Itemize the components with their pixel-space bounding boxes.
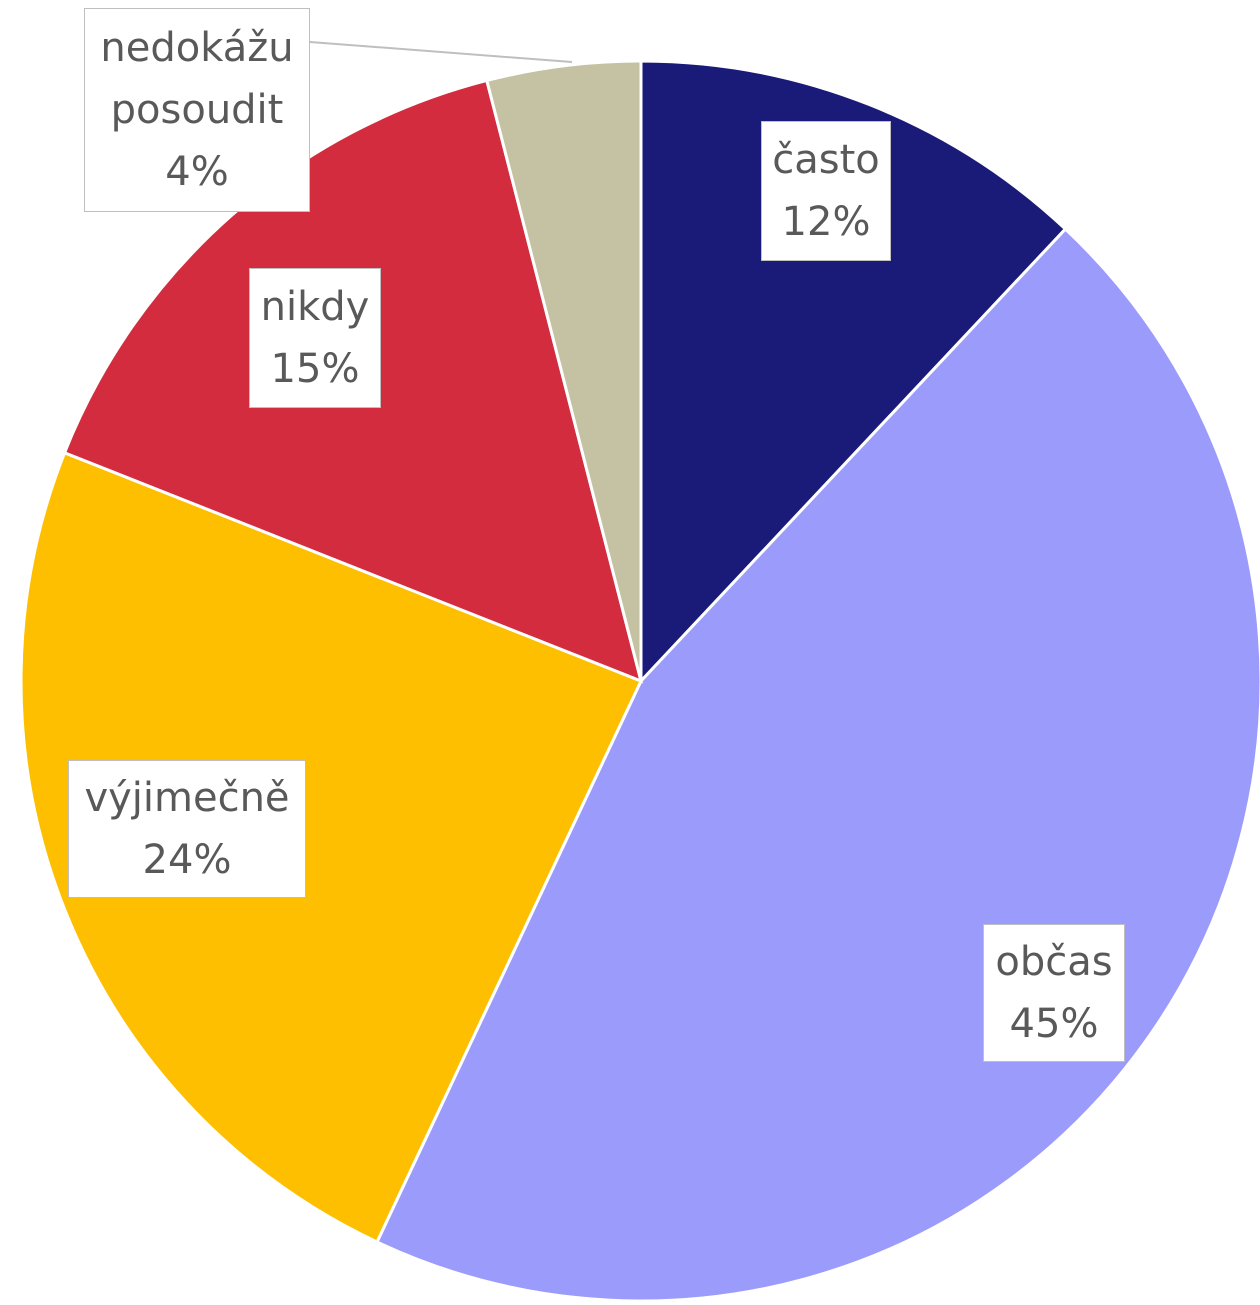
category-label: nikdy	[260, 284, 370, 330]
data-label: výjimečně 24%	[68, 760, 306, 898]
pie-slice	[484, 59, 643, 682]
value-label: 24%	[142, 837, 232, 883]
category-label: nedokážu posoudit	[100, 25, 294, 133]
value-label: 15%	[270, 346, 360, 392]
value-label: 12%	[781, 199, 871, 245]
value-label: 4%	[165, 149, 229, 195]
pie-slice	[639, 59, 1068, 685]
category-label: občas	[995, 939, 1113, 985]
leader-line	[309, 41, 573, 63]
data-label: často 12%	[761, 121, 891, 261]
value-label: 45%	[1009, 1001, 1099, 1047]
data-label: nikdy 15%	[249, 268, 381, 408]
category-label: často	[772, 137, 880, 183]
pie-slice	[19, 450, 644, 1244]
data-label: občas 45%	[983, 924, 1125, 1062]
category-label: výjimečně	[84, 775, 290, 821]
data-label: nedokážu posoudit 4%	[84, 8, 310, 212]
